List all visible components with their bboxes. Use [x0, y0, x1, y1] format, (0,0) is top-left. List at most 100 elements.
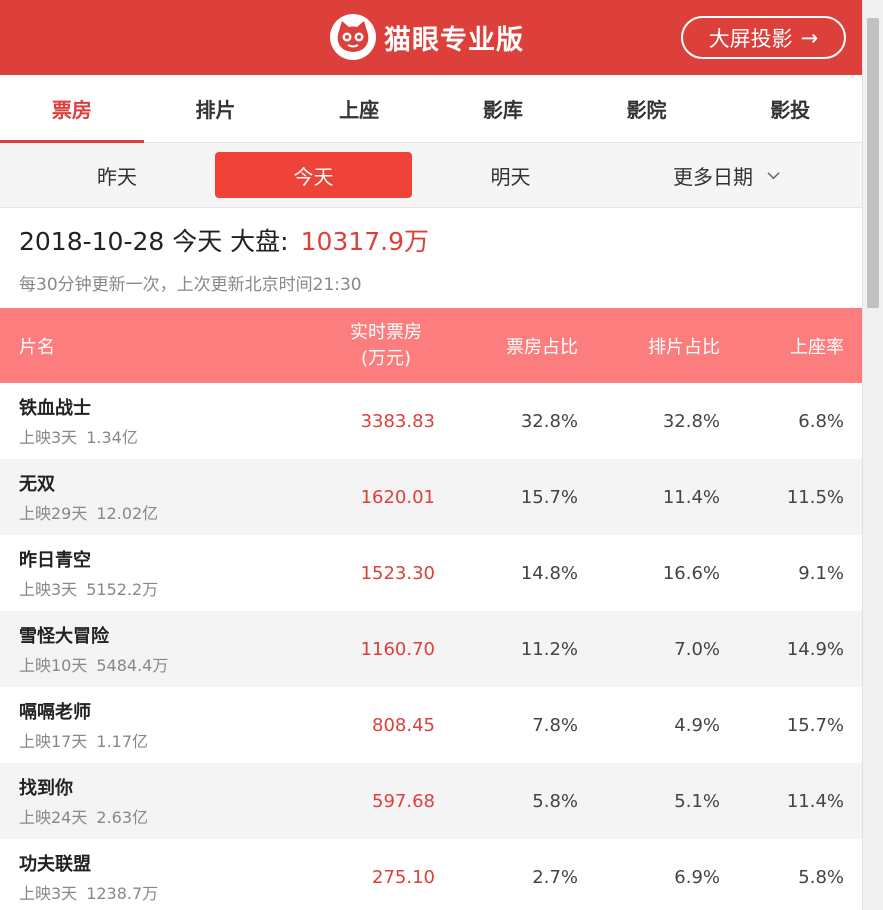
seat-rate: 11.4%	[786, 790, 844, 812]
date-tomorrow[interactable]: 明天	[490, 164, 531, 189]
movie-sub: 上映24天 2.63亿	[19, 804, 148, 828]
date-more[interactable]: 更多日期	[609, 152, 844, 198]
realtime-box: 1523.30	[360, 562, 435, 584]
movie-info: 找到你 上映24天 2.63亿	[19, 763, 148, 839]
table-row[interactable]: 找到你 上映24天 2.63亿 597.68 5.8% 5.1% 11.4%	[0, 763, 862, 839]
seat-rate: 5.8%	[798, 866, 844, 888]
summary-date-label: 2018-10-28 今天 大盘:	[19, 227, 289, 256]
scrollbar-thumb[interactable]	[867, 18, 879, 308]
table-row[interactable]: 铁血战士 上映3天 1.34亿 3383.83 32.8% 32.8% 6.8%	[0, 383, 862, 459]
total-gross: 2.63亿	[96, 808, 149, 827]
brand-title: 猫眼专业版	[384, 24, 524, 56]
header-box-office-line2: (万元)	[360, 347, 412, 369]
movie-name: 功夫联盟	[19, 854, 91, 875]
box-share: 32.8%	[520, 410, 578, 432]
tab-film-library[interactable]: 影库	[482, 98, 523, 122]
realtime-box: 808.45	[372, 714, 435, 736]
total-gross: 1.17亿	[96, 732, 149, 751]
table-row[interactable]: 昨日青空 上映3天 5152.2万 1523.30 14.8% 16.6% 9.1…	[0, 535, 862, 611]
seat-rate: 14.9%	[786, 638, 844, 660]
table-row[interactable]: 功夫联盟 上映3天 1238.7万 275.10 2.7% 6.9% 5.8%	[0, 839, 862, 910]
table-body: 铁血战士 上映3天 1.34亿 3383.83 32.8% 32.8% 6.8% …	[0, 383, 862, 910]
seat-rate: 11.5%	[786, 486, 844, 508]
movie-name: 雪怪大冒险	[19, 626, 109, 647]
total-gross: 12.02亿	[96, 504, 159, 523]
brand[interactable]: 猫眼专业版	[330, 14, 524, 60]
realtime-box: 1620.01	[360, 486, 435, 508]
big-screen-button-label: 大屏投影	[708, 26, 793, 51]
movie-sub: 上映3天 5152.2万	[19, 576, 158, 600]
show-share: 6.9%	[674, 866, 720, 888]
market-summary: 2018-10-28 今天 大盘: 10317.9万 每30分钟更新一次，上次更…	[0, 208, 862, 308]
show-share: 4.9%	[674, 714, 720, 736]
realtime-box: 1160.70	[360, 638, 435, 660]
movie-name: 昨日青空	[19, 550, 91, 571]
table-row[interactable]: 雪怪大冒险 上映10天 5484.4万 1160.70 11.2% 7.0% 14…	[0, 611, 862, 687]
total-gross: 1.34亿	[86, 428, 138, 447]
seat-rate: 15.7%	[786, 714, 844, 736]
tab-attendance[interactable]: 上座	[339, 98, 380, 122]
header-box-share[interactable]: 票房占比	[506, 336, 578, 358]
header-show-share[interactable]: 排片占比	[648, 336, 720, 358]
main-tabs: 票房 排片 上座 影库 影院 影投	[0, 75, 862, 143]
arrow-right-icon: →	[800, 25, 819, 50]
release-days: 上映24天	[19, 808, 88, 827]
box-share: 11.2%	[520, 638, 578, 660]
header-box-office-line1: 实时票房	[350, 321, 422, 343]
movie-info: 无双 上映29天 12.02亿	[19, 459, 158, 535]
release-days: 上映10天	[19, 656, 88, 675]
show-share: 5.1%	[674, 790, 720, 812]
date-yesterday[interactable]: 昨天	[97, 164, 137, 189]
release-days: 上映29天	[19, 504, 88, 523]
release-days: 上映17天	[19, 732, 88, 751]
movie-name: 嗝嗝老师	[19, 702, 91, 723]
main-content: 猫眼专业版 大屏投影 → 票房 排片 上座 影库 影院 影投 昨天 今天 明天 …	[0, 0, 862, 910]
date-today[interactable]: 今天	[215, 152, 412, 198]
total-gross: 1238.7万	[86, 884, 159, 903]
big-screen-button[interactable]: 大屏投影 →	[681, 16, 846, 59]
show-share: 32.8%	[662, 410, 720, 432]
app-header: 猫眼专业版 大屏投影 →	[0, 0, 862, 75]
box-share: 7.8%	[532, 714, 578, 736]
cat-logo-icon	[330, 14, 376, 60]
seat-rate: 6.8%	[798, 410, 844, 432]
seat-rate: 9.1%	[798, 562, 844, 584]
movie-info: 雪怪大冒险 上映10天 5484.4万	[19, 611, 168, 687]
table-row[interactable]: 嗝嗝老师 上映17天 1.17亿 808.45 7.8% 4.9% 15.7%	[0, 687, 862, 763]
realtime-box: 3383.83	[360, 410, 435, 432]
tab-investors[interactable]: 影投	[770, 98, 811, 122]
update-note: 每30分钟更新一次，上次更新北京时间21:30	[19, 275, 362, 295]
vertical-scrollbar[interactable]	[862, 0, 883, 910]
movie-sub: 上映3天 1238.7万	[19, 880, 158, 904]
date-selector: 昨天 今天 明天 更多日期	[0, 143, 862, 208]
realtime-box: 275.10	[372, 866, 435, 888]
movie-info: 铁血战士 上映3天 1.34亿	[19, 383, 138, 459]
header-name: 片名	[19, 336, 55, 358]
table-header: 片名 实时票房 (万元) 票房占比 排片占比 上座率	[0, 308, 862, 383]
show-share: 16.6%	[662, 562, 720, 584]
table-row[interactable]: 无双 上映29天 12.02亿 1620.01 15.7% 11.4% 11.5%	[0, 459, 862, 535]
show-share: 7.0%	[674, 638, 720, 660]
box-share: 5.8%	[532, 790, 578, 812]
release-days: 上映3天	[19, 884, 78, 903]
movie-name: 铁血战士	[19, 398, 91, 419]
summary-line: 2018-10-28 今天 大盘: 10317.9万	[19, 222, 862, 258]
release-days: 上映3天	[19, 428, 78, 447]
tab-screenings[interactable]: 排片	[195, 98, 236, 122]
movie-name: 无双	[19, 474, 55, 495]
tab-box-office[interactable]: 票房	[0, 75, 144, 143]
total-gross: 5484.4万	[96, 656, 169, 675]
box-share: 2.7%	[532, 866, 578, 888]
realtime-box: 597.68	[372, 790, 435, 812]
box-share: 15.7%	[520, 486, 578, 508]
show-share: 11.4%	[662, 486, 720, 508]
movie-name: 找到你	[19, 778, 73, 799]
header-seat-rate[interactable]: 上座率	[790, 336, 844, 358]
movie-info: 功夫联盟 上映3天 1238.7万	[19, 839, 158, 910]
movie-sub: 上映29天 12.02亿	[19, 500, 158, 524]
total-gross: 5152.2万	[86, 580, 159, 599]
tab-cinemas[interactable]: 影院	[626, 98, 667, 122]
movie-sub: 上映10天 5484.4万	[19, 652, 168, 676]
header-box-office[interactable]: 实时票房 (万元)	[336, 308, 436, 383]
